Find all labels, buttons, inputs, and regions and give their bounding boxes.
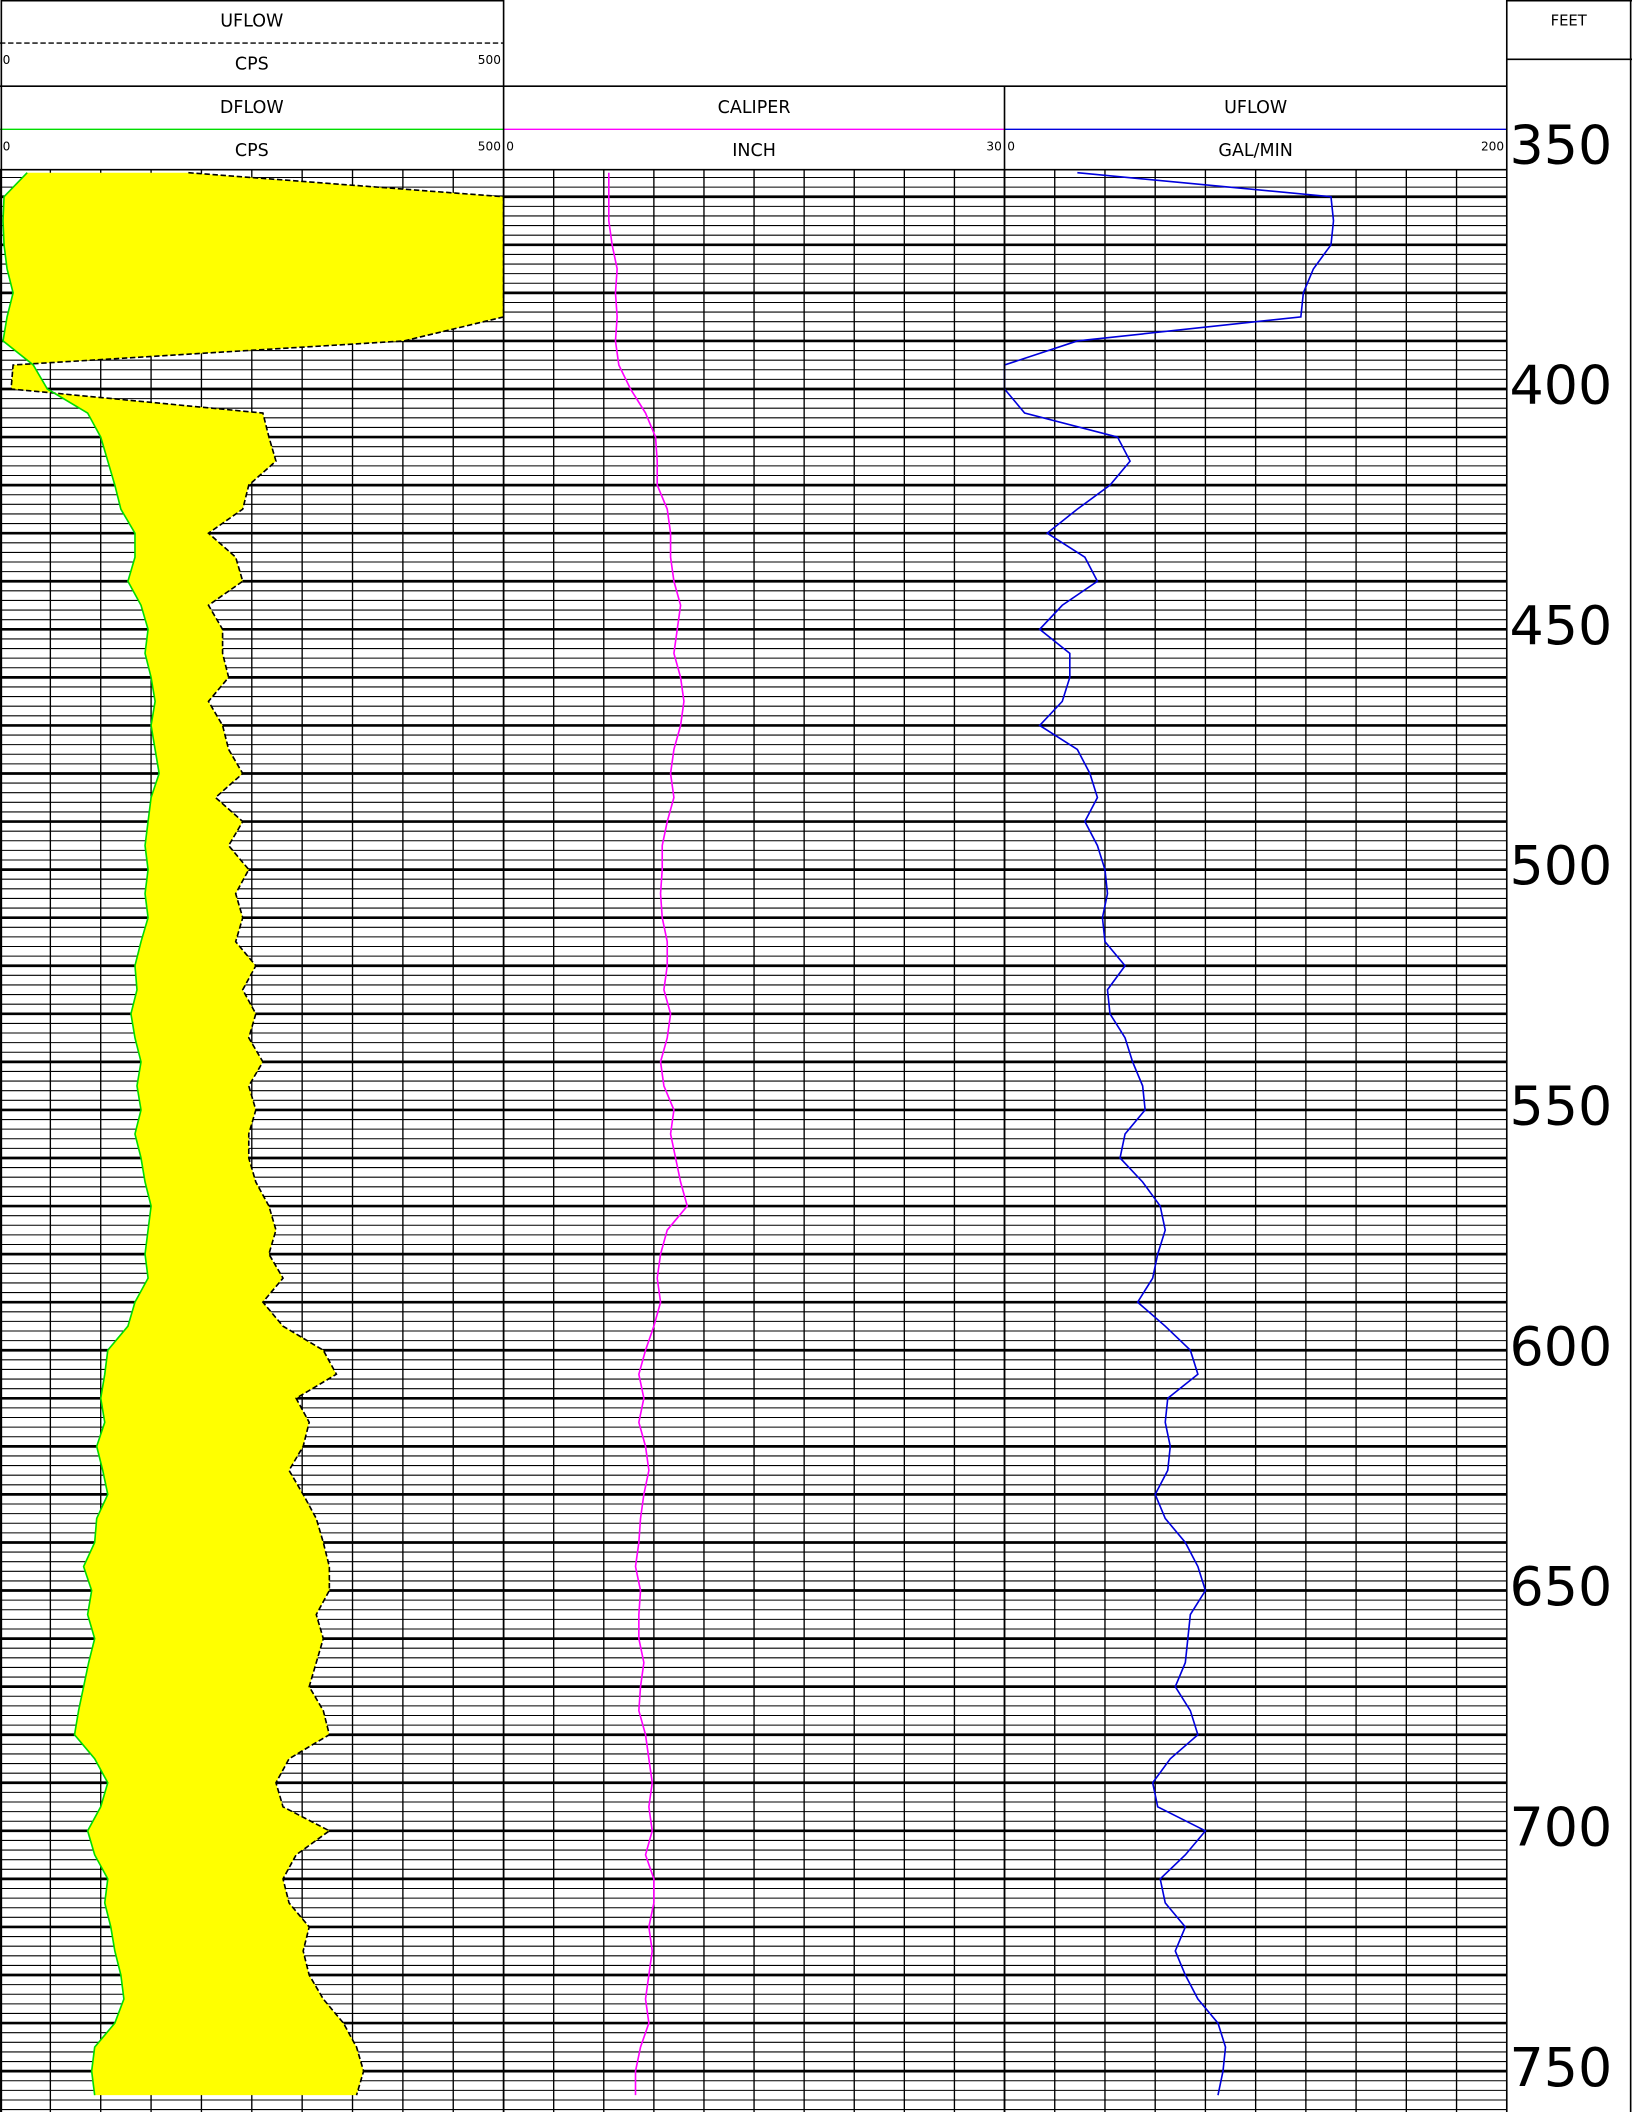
scale-min: 0 — [506, 139, 514, 153]
log-curve — [607, 172, 689, 2096]
depth-label: 700 — [1509, 1795, 1612, 1858]
track-curves — [607, 172, 689, 2096]
log-curve — [2, 172, 160, 2096]
track-curves — [2, 171, 505, 2096]
depth-label: 600 — [1509, 1315, 1612, 1378]
curve-unit: CPS — [235, 141, 269, 161]
curve-unit: CPS — [235, 55, 269, 75]
curve-unit: INCH — [732, 141, 776, 161]
log-curve — [1003, 171, 1335, 2096]
log-curve — [10, 171, 505, 2096]
depth-label: 750 — [1509, 2036, 1612, 2099]
curve-unit: GAL/MIN — [1218, 141, 1293, 161]
depth-label: 450 — [1509, 594, 1612, 657]
curve-name: UFLOW — [220, 12, 283, 32]
depth-axis-label: FEET — [1551, 13, 1588, 30]
fill-area — [3, 172, 504, 2096]
depth-label: 650 — [1509, 1555, 1612, 1618]
curve-name: UFLOW — [1224, 98, 1287, 118]
scale-max: 500 — [478, 139, 501, 153]
scale-min: 0 — [3, 53, 11, 67]
scale-min: 0 — [3, 139, 11, 153]
scale-min: 0 — [1007, 139, 1015, 153]
scale-max: 500 — [478, 53, 501, 67]
curve-name: CALIPER — [718, 98, 791, 118]
curve-name: DFLOW — [220, 98, 284, 118]
scale-max: 30 — [986, 139, 1001, 153]
depth-label: 400 — [1509, 354, 1612, 417]
scale-max: 200 — [1481, 139, 1504, 153]
track-curves — [1003, 171, 1335, 2096]
depth-label: 500 — [1509, 834, 1612, 897]
depth-label: 350 — [1509, 113, 1612, 176]
depth-label: 550 — [1509, 1075, 1612, 1138]
